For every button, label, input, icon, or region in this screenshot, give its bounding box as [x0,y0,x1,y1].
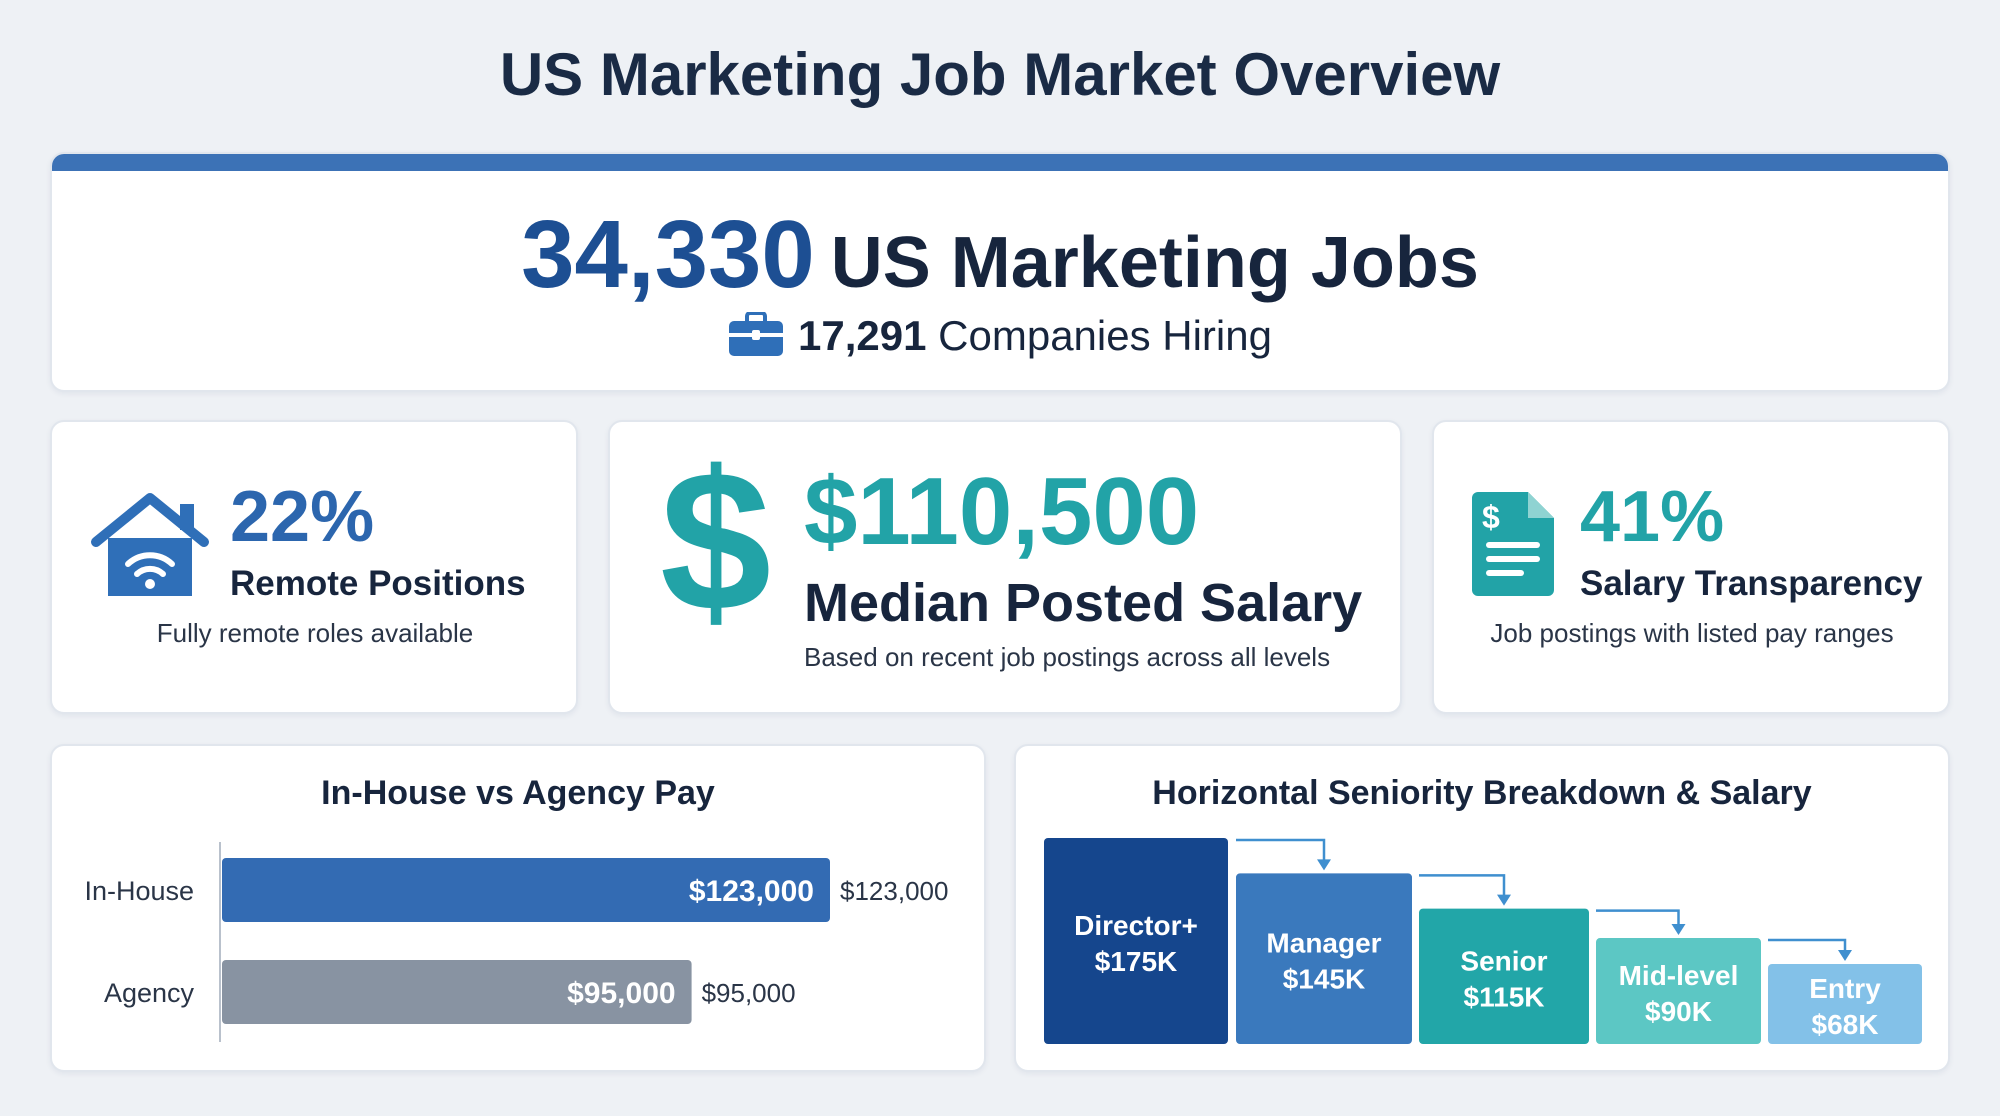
seniority-level-label: Manager [1266,928,1381,959]
step-arrow-head [1838,949,1852,961]
median-salary-description: Based on recent job postings across all … [804,642,1331,672]
dollar-icon: $ [660,430,772,653]
transparency-value: 41% [1580,477,1725,557]
seniority-level-label: Entry [1809,973,1881,1004]
companies-label: Companies Hiring [938,312,1272,359]
accent-bar [52,154,1948,171]
bar-value-label: $123,000 [840,876,948,906]
remote-label: Remote Positions [230,564,526,603]
remote-value: 22% [230,477,375,557]
median-salary-label: Median Posted Salary [804,573,1363,633]
step-arrow-line [1419,874,1506,897]
seniority-chart-title: Horizontal Seniority Breakdown & Salary [1152,774,1812,812]
house-wifi-icon [91,493,209,596]
document-dollar-icon: $ [1472,492,1554,596]
salary-transparency-card: $ 41% Salary Transparency Job postings w… [1432,420,1950,714]
bar-inner-label: $95,000 [567,977,675,1010]
job-count: 34,330 [521,201,815,308]
seniority-bar-manager [1236,873,1412,1044]
transparency-label: Salary Transparency [1580,564,1923,603]
bar-in-house [222,858,830,922]
median-salary-value: $110,500 [804,458,1200,565]
seniority-bar-midlevel [1596,938,1761,1044]
median-salary-card: $ $110,500 Median Posted Salary Based on… [608,420,1402,714]
companies-line: 17,291 Companies Hiring [52,311,1948,360]
bar-inner-label: $123,000 [689,875,814,908]
bar-value-label: $95,000 [702,978,796,1008]
seniority-salary-label: $115K [1464,981,1545,1012]
seniority-bar-entry [1768,963,1922,1044]
category-label: Agency [104,978,195,1008]
step-arrow-line [1236,838,1326,862]
step-arrow-head [1671,924,1686,936]
transparency-description: Job postings with listed pay ranges [1490,618,1894,648]
jobs-summary-card: 34,330 US Marketing Jobs 17,291 Companies… [50,152,1950,392]
seniority-level-label: Mid-level [1619,960,1739,991]
seniority-level-label: Senior [1460,945,1547,976]
step-arrow-line [1768,938,1847,952]
seniority-salary-label: $175K [1095,946,1178,977]
seniority-card: Horizontal Seniority Breakdown & Salary … [1014,744,1950,1072]
pay-bar-chart: In-House $123,000 $123,000 Agency $95,000 $95… [84,842,948,1042]
step-arrow-line [1596,909,1680,927]
seniority-bar-director [1044,838,1228,1044]
seniority-bar-chart: Director+ $175K Manager $145K Senior $115K Mid… [1044,838,1922,1044]
seniority-bar-senior [1419,908,1589,1044]
seniority-salary-label: $145K [1283,964,1366,995]
briefcase-icon [729,311,784,356]
bar-agency [222,960,692,1024]
step-arrow-head [1497,894,1511,906]
step-arrow-head [1317,859,1331,871]
job-label: US Marketing Jobs [830,223,1479,303]
remote-positions-card: 22% Remote Positions Fully remote roles … [50,420,578,714]
pay-comparison-card: In-House vs Agency Pay In-House $123,000 $… [50,744,986,1072]
jobs-headline: 34,330 US Marketing Jobs [52,200,1948,310]
seniority-salary-label: $68K [1812,1009,1879,1040]
seniority-level-label: Director+ [1074,910,1198,941]
companies-count: 17,291 [798,312,927,359]
svg-text:$: $ [1482,499,1500,535]
seniority-salary-label: $90K [1645,996,1712,1027]
page-title: US Marketing Job Market Overview [499,41,1501,108]
pay-chart-title: In-House vs Agency Pay [321,774,715,812]
category-label: In-House [84,876,194,906]
remote-description: Fully remote roles available [156,618,474,648]
